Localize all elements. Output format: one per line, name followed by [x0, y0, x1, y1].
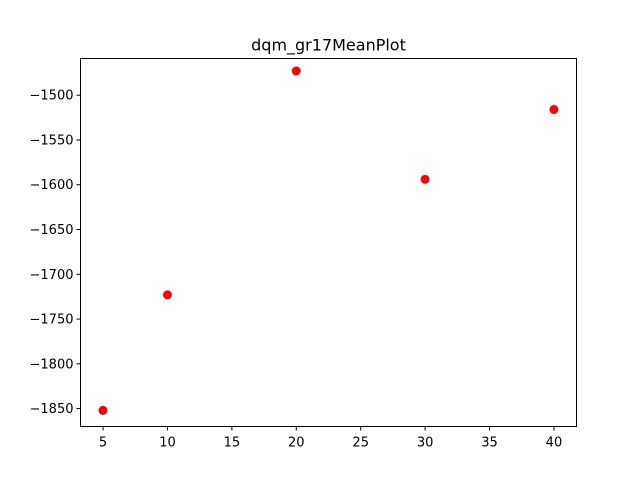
y-tick-label: −1750 — [30, 313, 74, 328]
chart-title: dqm_gr17MeanPlot — [251, 36, 406, 56]
y-tick-label: −1500 — [30, 89, 74, 104]
y-axis: −1850 −1800 −1750 −1700 −1650 −1600 −1550 −1500 — [30, 89, 81, 417]
x-tick-label: 25 — [352, 436, 369, 451]
y-tick-label: −1650 — [30, 223, 74, 238]
y-tick-label: −1700 — [30, 268, 74, 283]
y-tick-label: −1600 — [30, 178, 74, 193]
data-points — [98, 66, 559, 415]
x-tick-label: 20 — [288, 436, 305, 451]
plot-frame — [80, 58, 577, 427]
x-tick-label: 30 — [417, 436, 434, 451]
x-tick-label: 35 — [481, 436, 498, 451]
x-axis: 5 10 15 20 25 30 35 40 — [99, 426, 563, 451]
y-tick-label: −1850 — [30, 402, 74, 417]
x-tick-label: 10 — [159, 436, 176, 451]
y-tick-label: −1800 — [30, 357, 74, 372]
data-point — [291, 66, 301, 76]
x-tick-label: 40 — [546, 436, 563, 451]
x-tick-label: 15 — [224, 436, 241, 451]
data-point — [420, 174, 430, 184]
y-tick-label: −1550 — [30, 133, 74, 148]
data-point — [162, 290, 172, 300]
x-tick-label: 5 — [99, 436, 107, 451]
data-point — [98, 405, 108, 415]
data-point — [549, 105, 559, 115]
